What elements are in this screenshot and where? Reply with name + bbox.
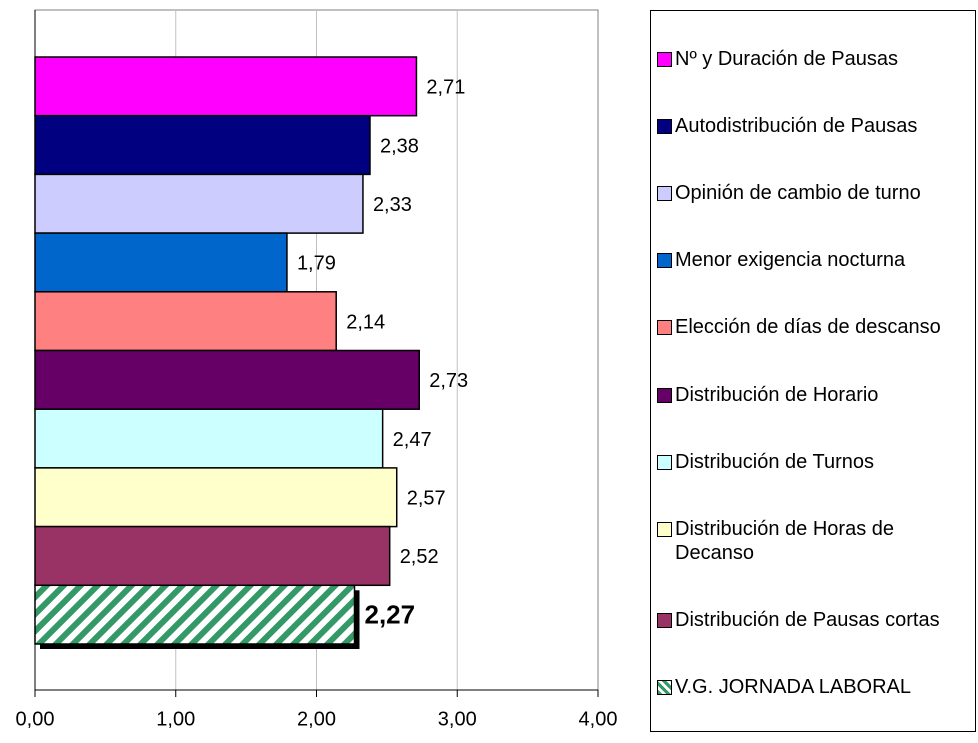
bar xyxy=(34,114,371,176)
legend-label: Distribución de Pausas cortas xyxy=(675,609,940,632)
x-tick-label: 4,00 xyxy=(579,708,618,730)
legend-swatch xyxy=(657,51,672,67)
bar xyxy=(34,291,337,352)
legend-item: Menor exigencia nocturna xyxy=(657,248,975,272)
data-label: 1,79 xyxy=(297,253,336,275)
legend-swatch xyxy=(657,387,672,403)
x-tick-label: 1,00 xyxy=(156,708,195,730)
legend-item: Distribución de Horas de Decanso xyxy=(657,517,975,565)
legend-label: Distribución de Horas de Decanso xyxy=(675,517,894,564)
legend-item: Opinión de cambio de turno xyxy=(657,181,975,205)
legend-label: Autodistribución de Pausas xyxy=(675,114,918,137)
legend-item: Elección de días de descanso xyxy=(657,315,975,339)
x-tick-label: 0,00 xyxy=(16,708,55,730)
data-label: 2,14 xyxy=(346,311,385,333)
bar xyxy=(34,525,391,587)
bar xyxy=(34,232,288,293)
bar xyxy=(34,56,418,117)
bar xyxy=(34,467,398,528)
legend-swatch xyxy=(657,185,672,201)
data-label: 2,71 xyxy=(426,77,465,99)
data-label: 2,52 xyxy=(400,546,439,568)
legend-label: Nº y Duración de Pausas xyxy=(675,47,898,70)
bar xyxy=(34,408,384,469)
bar xyxy=(34,349,420,410)
legend-swatch xyxy=(657,613,672,629)
legend-label: V.G. JORNADA LABORAL xyxy=(675,676,912,699)
legend-label: Elección de días de descanso xyxy=(675,316,941,339)
legend-item: Nº y Duración de Pausas xyxy=(657,47,975,71)
data-label: 2,27 xyxy=(365,600,416,630)
legend-swatch xyxy=(657,320,672,336)
data-label: 2,47 xyxy=(393,429,432,451)
data-label: 2,57 xyxy=(407,488,446,510)
x-tick-label: 3,00 xyxy=(438,708,477,730)
legend-item: Distribución de Turnos xyxy=(657,450,975,474)
data-label: 2,73 xyxy=(429,370,468,392)
legend-item: Distribución de Horario xyxy=(657,383,975,407)
data-label: 2,38 xyxy=(380,135,419,157)
bar xyxy=(34,584,356,645)
x-tick-label: 2,00 xyxy=(297,708,336,730)
bar xyxy=(34,173,364,234)
legend-item: V.G. JORNADA LABORAL xyxy=(657,675,975,699)
legend-swatch xyxy=(657,521,672,537)
legend-swatch xyxy=(657,454,672,470)
legend-swatch xyxy=(657,680,672,696)
legend-label: Opinión de cambio de turno xyxy=(675,181,921,204)
legend-item: Distribución de Pausas cortas xyxy=(657,608,975,632)
legend: Nº y Duración de Pausas Autodistribución … xyxy=(650,10,976,732)
legend-swatch xyxy=(657,118,672,134)
legend-label: Distribución de Turnos xyxy=(675,450,874,473)
legend-label: Menor exigencia nocturna xyxy=(675,249,906,272)
legend-swatch xyxy=(657,253,672,269)
data-label: 2,33 xyxy=(373,194,412,216)
legend-label: Distribución de Horario xyxy=(675,383,879,406)
chart: 0,00 1,00 2,00 3,00 4,00 2,71 2,38 2,33 1,79 2,14… xyxy=(16,9,618,730)
legend-item: Autodistribución de Pausas xyxy=(657,114,975,138)
